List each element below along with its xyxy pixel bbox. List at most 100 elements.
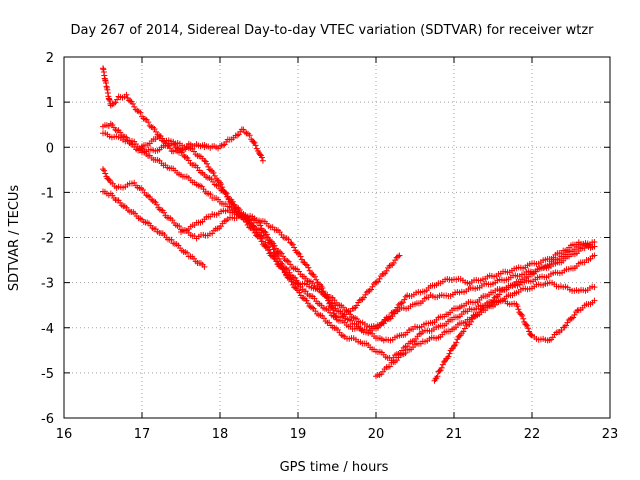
data-point [258,154,265,161]
data-point [296,289,303,296]
data-point [440,359,447,366]
data-point [297,253,304,260]
data-point [160,209,167,216]
y-tick-label: 2 [46,51,54,66]
data-point [114,96,121,103]
data-point [222,190,229,197]
data-point [168,236,175,243]
tick-layer: 16 17 18 19 20 21 22 23 -6 -5 -4 -3 -2 -1 0 1 2 [41,51,618,442]
data-point [258,235,265,242]
data-point [366,287,373,294]
data-point [528,332,535,339]
data-point [151,198,158,205]
data-point [438,364,445,371]
data-point [368,286,375,293]
x-tick-label: 17 [134,427,151,442]
data-point [302,261,309,268]
data-point [291,244,298,251]
data-point [284,257,291,264]
y-tick-label: -5 [41,367,54,382]
x-tick-label: 20 [368,427,385,442]
data-point [565,317,572,324]
data-point [129,100,136,107]
data-point [328,303,335,310]
data-point [451,343,457,350]
data-point [142,116,149,123]
data-point [288,278,295,285]
x-tick-label: 18 [212,427,229,442]
data-point [241,129,248,136]
data-point [280,266,287,273]
data-point [360,294,367,301]
y-tick-label: -1 [41,186,54,201]
data-point [152,199,159,206]
data-point [295,250,301,257]
data-point [313,276,320,283]
data-point [229,198,236,205]
data-point [289,241,296,248]
data-point [369,283,376,290]
data-point [402,349,409,356]
data-point [243,214,250,221]
data-point [158,206,165,213]
data-point [394,253,401,260]
data-point [250,138,257,145]
data-point [176,223,183,230]
data-point [383,267,390,274]
x-tick-label: 21 [446,427,463,442]
series-track-4 [100,130,598,337]
data-point [525,325,532,332]
data-point [320,288,327,295]
data-point [182,154,189,161]
data-point [236,206,243,213]
data-point [523,321,530,328]
data-point [390,260,397,267]
data-point [219,187,226,194]
data-point [205,163,212,170]
data-point [153,201,160,208]
data-point [347,317,354,324]
data-point [178,149,185,156]
data-point [201,263,208,270]
data-point [323,293,330,300]
data-point [363,289,370,296]
data-point [204,160,210,167]
data-point [170,138,177,145]
y-axis-label: SDTVAR / TECUs [7,185,22,292]
data-point [494,293,501,300]
data-point [266,246,273,253]
data-point [271,242,278,249]
data-point [201,157,208,164]
data-point [356,297,363,304]
data-point [306,302,313,309]
data-point [446,350,453,357]
data-point [256,151,263,158]
data-point [282,269,288,276]
data-point [145,119,152,126]
data-point [503,286,510,293]
data-point [402,293,409,300]
data-point [461,325,468,332]
data-point [304,300,311,307]
x-tick-label: 22 [524,427,541,442]
data-point [261,228,268,235]
data-point [123,91,130,98]
data-point [303,297,310,304]
data-point [520,315,527,322]
data-point [330,307,337,314]
data-point [285,275,292,282]
data-point [474,312,481,319]
data-point [220,142,227,149]
data-point [207,191,214,198]
data-point [137,109,144,116]
data-point [563,322,570,329]
data-point [277,249,284,256]
data-point [386,262,393,269]
series-track-6 [100,188,208,270]
data-point [396,252,403,259]
data-point [101,167,108,174]
y-tick-label: -2 [41,232,54,247]
data-point [257,222,264,229]
data-point [453,339,460,346]
